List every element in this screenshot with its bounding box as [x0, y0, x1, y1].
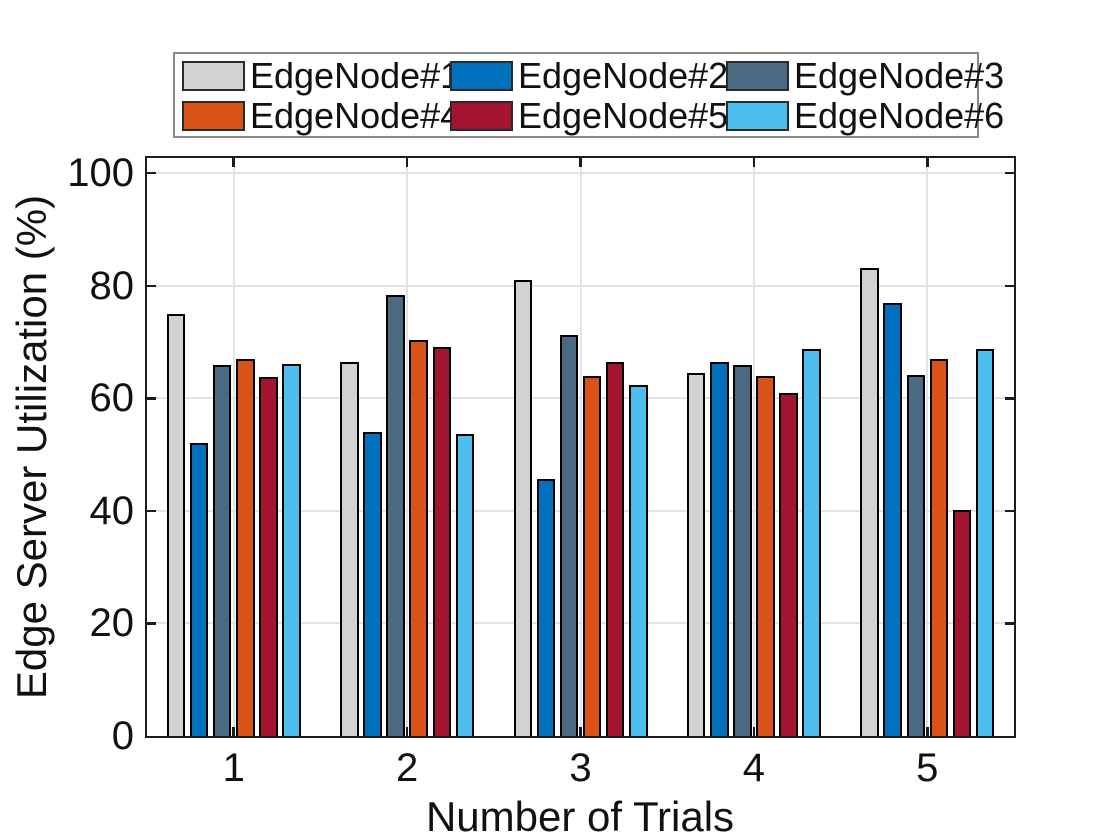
x-tick-mark-top [752, 158, 756, 167]
bar-edgenode2-trial5 [883, 302, 902, 736]
y-tick-label: 80 [89, 263, 135, 308]
legend-swatch-edgenode4 [182, 101, 245, 131]
bar-edgenode1-trial4 [686, 373, 706, 736]
gridline-vertical [406, 158, 409, 736]
bar-edgenode3-trial1 [212, 364, 232, 736]
legend-entry: EdgeNode#5 [450, 95, 729, 136]
y-tick-mark-right [1005, 284, 1014, 288]
legend-label: EdgeNode#5 [518, 95, 729, 136]
bar-edgenode6-trial4 [802, 349, 821, 736]
bar-edgenode6-trial5 [975, 349, 995, 736]
x-tick-mark-top [579, 158, 582, 167]
legend-entry: EdgeNode#3 [726, 56, 1004, 96]
y-tick-label: 60 [89, 376, 135, 421]
gridline-vertical [926, 158, 929, 736]
legend-entry: EdgeNode#2 [450, 55, 729, 96]
bar-edgenode6-trial2 [455, 433, 475, 736]
bar-edgenode1-trial2 [340, 362, 359, 736]
y-tick-mark-left [147, 622, 156, 625]
y-tick-mark-left [147, 397, 156, 400]
x-tick-label: 5 [916, 746, 939, 790]
legend-swatch-edgenode1 [182, 61, 245, 91]
bar-edgenode5-trial1 [259, 376, 278, 736]
legend-entry: EdgeNode#1 [182, 56, 460, 96]
y-tick-mark-left [147, 284, 156, 288]
bar-edgenode3-trial4 [733, 364, 752, 736]
y-tick-label: 40 [89, 488, 135, 533]
x-tick-mark-bottom [752, 727, 756, 736]
bar-edgenode3-trial3 [559, 334, 579, 736]
bar-edgenode3-trial5 [906, 374, 925, 736]
plot-area [145, 156, 1016, 738]
bar-edgenode3-trial2 [386, 295, 405, 736]
x-axis-title: Number of Trials [425, 793, 735, 840]
legend-label: EdgeNode#4 [250, 95, 461, 136]
bar-edgenode1-trial3 [513, 280, 532, 736]
y-tick-mark-right [1005, 171, 1014, 175]
legend-swatch-edgenode2 [450, 61, 513, 91]
legend-label: EdgeNode#3 [794, 55, 1005, 96]
gridline-vertical [579, 158, 582, 736]
bar-edgenode2-trial2 [363, 432, 382, 736]
legend-label: EdgeNode#6 [794, 95, 1005, 136]
legend-entry: EdgeNode#6 [726, 96, 1004, 136]
bar-edgenode4-trial5 [929, 358, 949, 736]
x-tick-label: 1 [222, 746, 245, 790]
y-tick-label: 20 [89, 601, 135, 646]
x-tick-label: 4 [742, 746, 766, 790]
bar-edgenode2-trial4 [710, 361, 729, 736]
x-tick-mark-top [232, 158, 235, 167]
bar-edgenode6-trial1 [282, 364, 301, 736]
x-tick-mark-top [926, 158, 929, 167]
legend-label: EdgeNode#1 [250, 55, 461, 96]
x-tick-label: 2 [395, 746, 419, 790]
gridline-vertical [752, 158, 755, 736]
y-tick-mark-left [147, 171, 156, 175]
bar-edgenode6-trial3 [629, 385, 648, 736]
y-tick-label: 100 [67, 151, 134, 196]
x-tick-mark-bottom [405, 727, 409, 736]
legend-box: EdgeNode#1 EdgeNode#2 EdgeNode#3 EdgeNode#4… [173, 52, 1004, 138]
x-tick-mark-bottom [926, 727, 929, 736]
x-tick-mark-bottom [232, 727, 235, 736]
y-tick-mark-left [147, 509, 156, 513]
x-tick-label: 3 [569, 746, 592, 790]
y-tick-mark-right [1005, 509, 1014, 513]
bar-edgenode2-trial1 [189, 443, 209, 736]
bar-edgenode4-trial1 [236, 358, 255, 736]
legend-swatch-edgenode3 [726, 61, 789, 91]
y-tick-label: 0 [111, 714, 134, 758]
bar-edgenode4-trial2 [409, 340, 428, 736]
legend-swatch-edgenode6 [726, 101, 789, 131]
legend-entry: EdgeNode#4 [182, 96, 460, 136]
bar-edgenode5-trial2 [432, 346, 451, 736]
y-tick-mark-right [1005, 397, 1014, 400]
bar-edgenode1-trial5 [860, 267, 879, 736]
bar-edgenode5-trial5 [952, 509, 972, 736]
x-tick-mark-bottom [579, 727, 582, 736]
gridline-vertical [232, 158, 235, 736]
legend-label: EdgeNode#2 [518, 55, 729, 96]
bar-edgenode4-trial3 [582, 375, 602, 736]
bar-edgenode5-trial4 [779, 392, 798, 736]
bar-edgenode4-trial4 [756, 376, 775, 736]
bar-edgenode5-trial3 [605, 362, 625, 736]
x-tick-mark-top [405, 158, 409, 167]
y-tick-mark-right [1005, 622, 1014, 625]
bar-edgenode2-trial3 [536, 478, 556, 736]
bar-edgenode1-trial1 [166, 314, 186, 736]
legend-swatch-edgenode5 [450, 101, 513, 131]
